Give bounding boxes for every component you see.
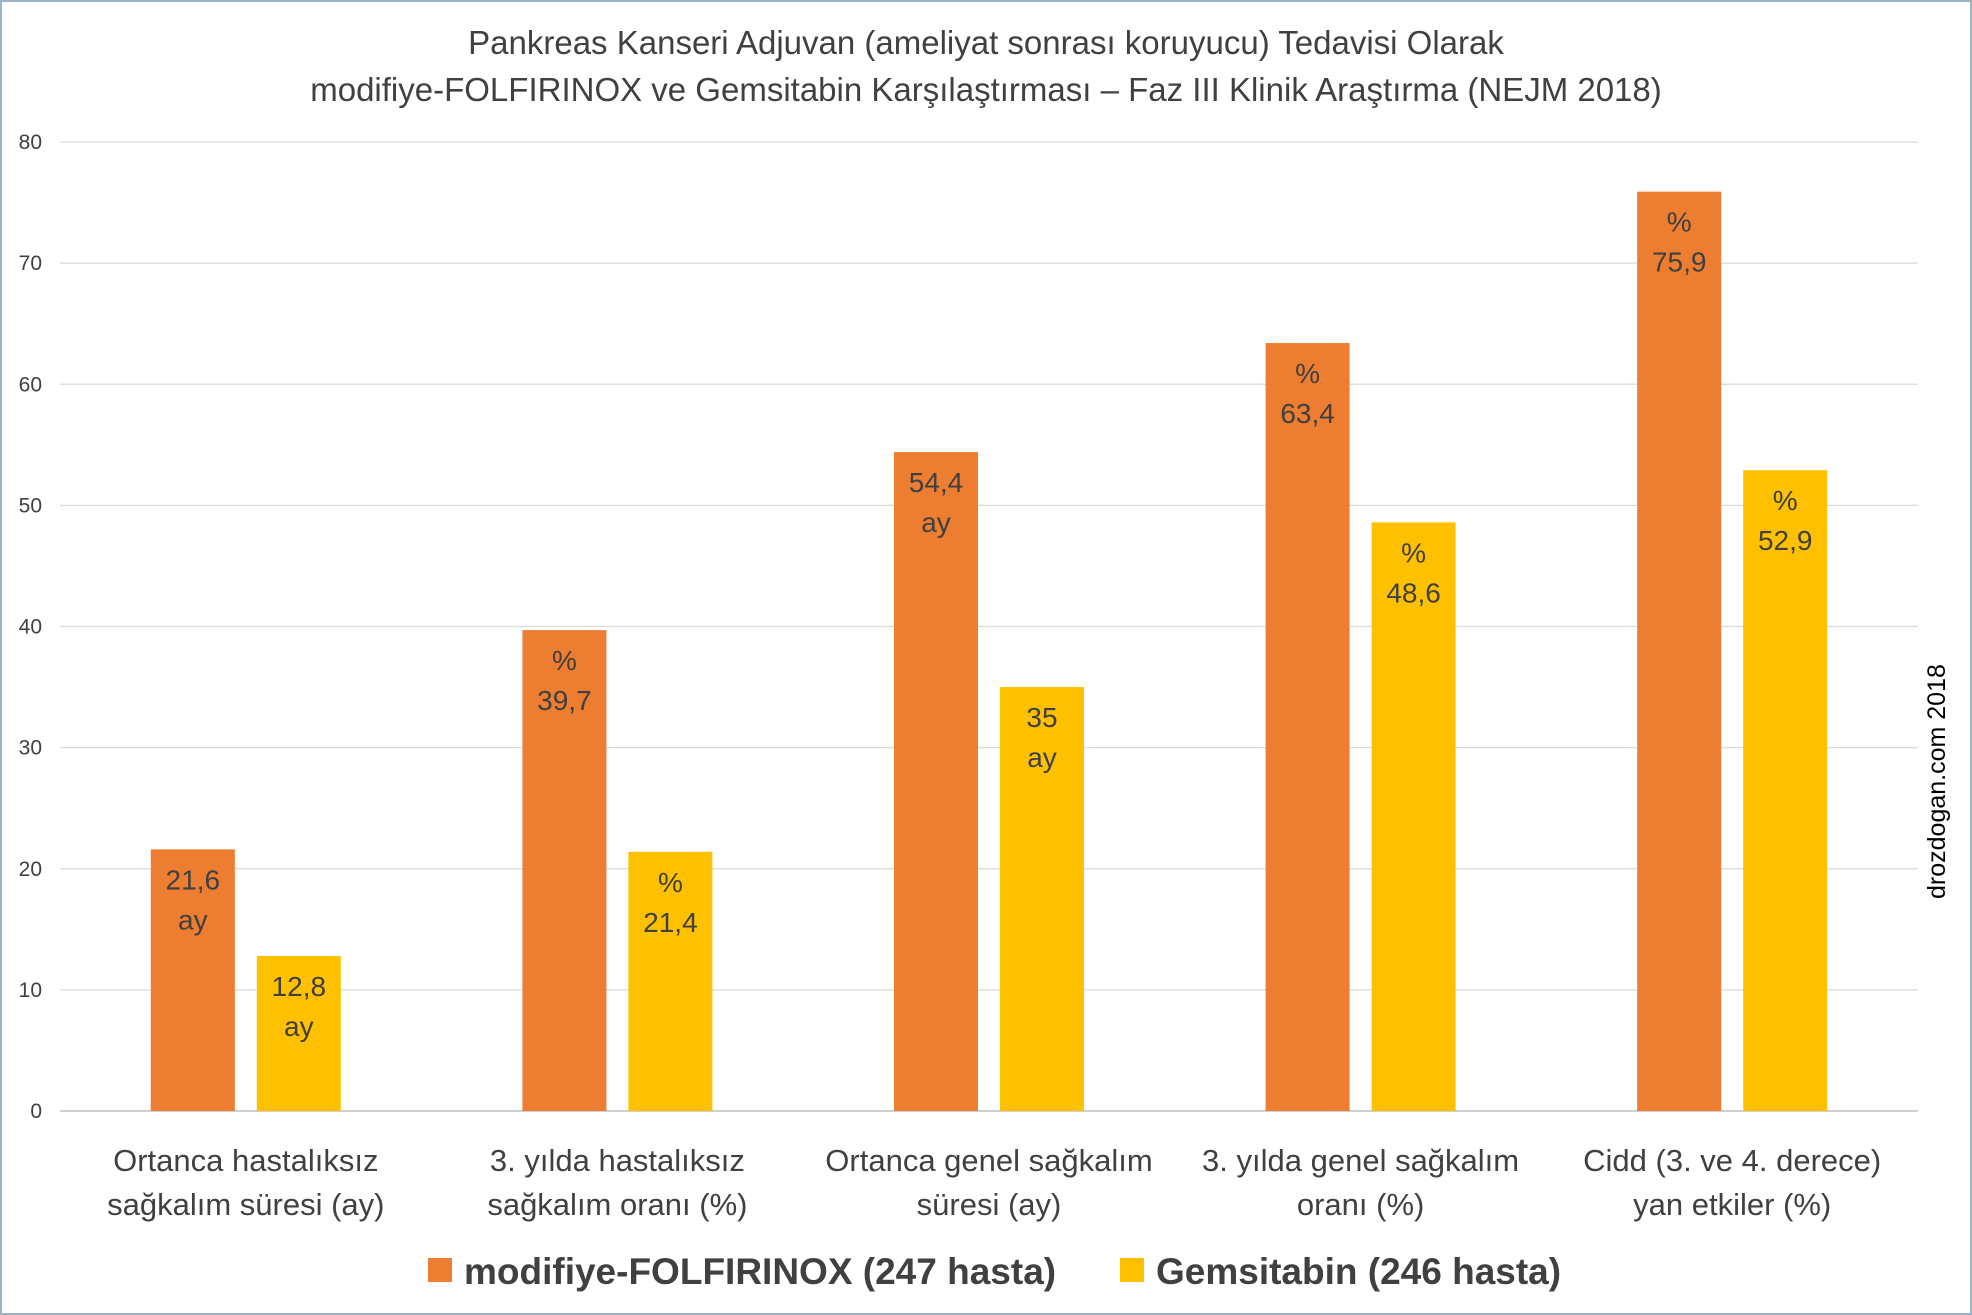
data-label-series2-cat1-line1: 12,8 bbox=[272, 971, 327, 1002]
chart-title-line-1: Pankreas Kanseri Adjuvan (ameliyat sonra… bbox=[468, 24, 1504, 61]
category-label-4-line2: oranı (%) bbox=[1297, 1187, 1424, 1222]
bar-series2-cat5 bbox=[1743, 470, 1828, 1111]
category-label-3-line1: Ortanca genel sağkalım bbox=[825, 1143, 1152, 1178]
data-label-series2-cat5-line2: 52,9 bbox=[1758, 525, 1813, 556]
legend-swatch-1 bbox=[428, 1258, 452, 1282]
chart-title: Pankreas Kanseri Adjuvan (ameliyat sonra… bbox=[310, 24, 1662, 108]
data-label-series1-cat5-line2: 75,9 bbox=[1652, 247, 1707, 278]
category-label-2-line2: sağkalım oranı (%) bbox=[487, 1187, 747, 1222]
watermark: drozdogan.com 2018 bbox=[1923, 664, 1951, 899]
category-label-1-line2: sağkalım süresi (ay) bbox=[107, 1187, 384, 1222]
data-label-series2-cat1-line2: ay bbox=[284, 1011, 314, 1042]
bars bbox=[150, 191, 1828, 1112]
y-tick-label-10: 10 bbox=[19, 979, 42, 1002]
legend-label-1: modifiye-FOLFIRINOX (247 hasta) bbox=[464, 1251, 1056, 1292]
y-tick-label-70: 70 bbox=[19, 252, 42, 275]
y-tick-label-30: 30 bbox=[19, 737, 42, 760]
category-label-5-line1: Cidd (3. ve 4. derece) bbox=[1583, 1143, 1881, 1178]
bar-series1-cat1 bbox=[150, 849, 235, 1111]
bar-series2-cat4 bbox=[1371, 522, 1456, 1111]
bar-series1-cat5 bbox=[1637, 191, 1722, 1111]
data-label-series2-cat2-line1: % bbox=[658, 867, 683, 898]
y-tick-label-20: 20 bbox=[19, 858, 42, 881]
category-label-3-line2: süresi (ay) bbox=[917, 1187, 1062, 1222]
legend-swatch-2 bbox=[1120, 1258, 1144, 1282]
bar-series2-cat1 bbox=[256, 955, 341, 1111]
legend: modifiye-FOLFIRINOX (247 hasta) Gemsitabi… bbox=[428, 1251, 1561, 1292]
y-tick-label-40: 40 bbox=[19, 616, 42, 639]
data-label-series2-cat3-line1: 35 bbox=[1026, 702, 1057, 733]
category-labels: Ortanca hastalıksız sağkalım süresi (ay) 3… bbox=[107, 1143, 1881, 1222]
data-label-series1-cat1-line2: ay bbox=[178, 904, 208, 935]
data-label-series2-cat4-line2: 48,6 bbox=[1386, 577, 1441, 608]
bar-series2-cat3 bbox=[1000, 687, 1084, 1111]
y-axis-ticks: 0 10 20 30 40 50 60 70 80 bbox=[19, 131, 42, 1123]
y-tick-label-50: 50 bbox=[19, 494, 42, 517]
data-label-series2-cat2-line2: 21,4 bbox=[643, 907, 698, 938]
data-label-series2-cat3-line2: ay bbox=[1027, 742, 1057, 773]
data-label-series2-cat5-line1: % bbox=[1773, 485, 1798, 516]
data-label-series1-cat3-line2: ay bbox=[921, 507, 951, 538]
category-label-1-line1: Ortanca hastalıksız bbox=[113, 1143, 378, 1178]
data-label-series1-cat3-line1: 54,4 bbox=[909, 467, 964, 498]
data-label-series1-cat1-line1: 21,6 bbox=[166, 864, 221, 895]
chart-title-line-2: modifiye-FOLFIRINOX ve Gemsitabin Karşıl… bbox=[310, 71, 1662, 108]
data-labels: 21,6 ay% 39,7 54,4 ay% 63,4% 75,9 12,8 ay% 21,4 35… bbox=[166, 207, 1813, 1042]
y-tick-label-80: 80 bbox=[19, 131, 42, 154]
y-tick-label-0: 0 bbox=[30, 1100, 42, 1123]
legend-label-2: Gemsitabin (246 hasta) bbox=[1156, 1251, 1561, 1292]
data-label-series1-cat4-line1: % bbox=[1295, 358, 1320, 389]
bar-series2-cat2 bbox=[628, 851, 713, 1111]
category-label-2-line1: 3. yılda hastalıksız bbox=[490, 1143, 745, 1178]
category-label-5-line2: yan etkiler (%) bbox=[1633, 1187, 1831, 1222]
bar-series1-cat3 bbox=[894, 452, 978, 1112]
data-label-series1-cat2-line2: 39,7 bbox=[537, 685, 592, 716]
data-label-series1-cat5-line1: % bbox=[1667, 207, 1692, 238]
category-label-4-line1: 3. yılda genel sağkalım bbox=[1202, 1143, 1519, 1178]
bar-series1-cat2 bbox=[522, 630, 607, 1111]
y-tick-label-60: 60 bbox=[19, 373, 42, 396]
data-label-series1-cat2-line1: % bbox=[552, 645, 577, 676]
bar-series1-cat4 bbox=[1265, 343, 1350, 1111]
gridlines bbox=[60, 141, 1918, 1112]
data-label-series1-cat4-line2: 63,4 bbox=[1280, 398, 1335, 429]
data-label-series2-cat4-line1: % bbox=[1401, 537, 1426, 568]
